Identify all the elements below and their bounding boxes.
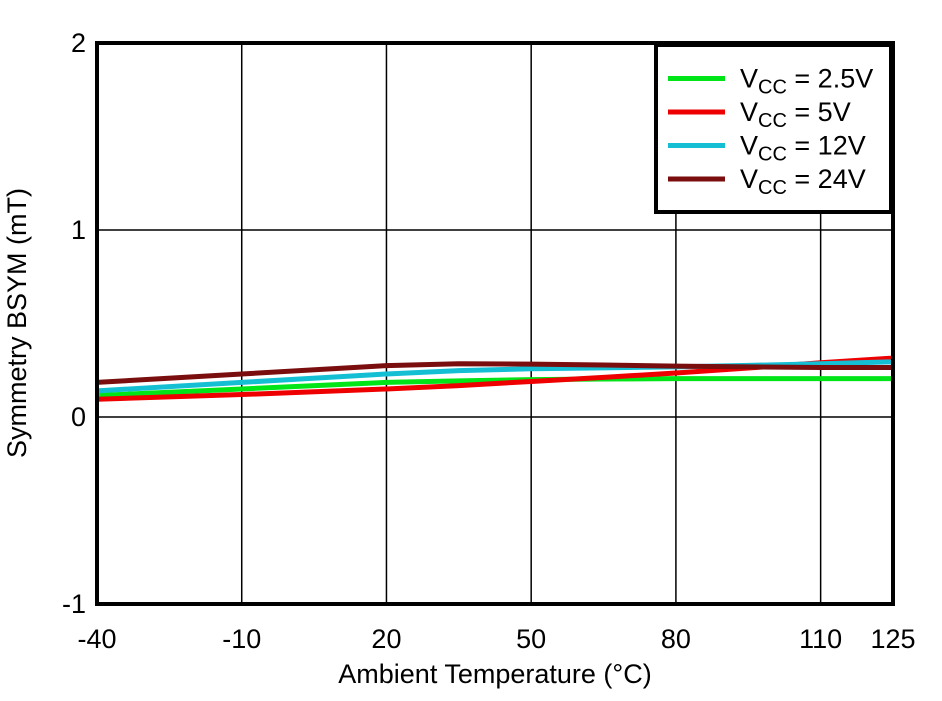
legend-box xyxy=(654,43,893,214)
y-tick-labels: -1 0 1 2 xyxy=(62,28,86,619)
x-tick-label: 50 xyxy=(516,624,546,654)
legend-label: VCC = 12V xyxy=(740,131,866,166)
series-lines xyxy=(96,355,894,402)
y-tick-label: 1 xyxy=(71,215,86,245)
x-tick-label: 20 xyxy=(371,624,401,654)
legend-label: VCC = 2.5V xyxy=(740,64,873,99)
series-line-12 xyxy=(96,359,894,394)
series-line-24 xyxy=(96,361,893,385)
y-tick-label: 0 xyxy=(71,402,86,432)
x-tick-label: 125 xyxy=(870,624,915,654)
x-tick-label: -10 xyxy=(222,624,261,654)
x-tick-label: 80 xyxy=(661,624,691,654)
x-tick-label: 110 xyxy=(799,624,842,654)
y-axis-title: Symmetry BSYM (mT) xyxy=(2,188,32,458)
legend-label: VCC = 5V xyxy=(740,97,851,132)
y-tick-label: 2 xyxy=(71,28,86,58)
plot-border xyxy=(95,41,895,606)
x-tick-label: -40 xyxy=(77,624,116,654)
y-tick-label: -1 xyxy=(62,589,86,619)
x-tick-labels: -40 -10 20 50 80 110 125 xyxy=(77,624,915,654)
legend-label: VCC = 24V xyxy=(740,164,866,199)
x-axis-title: Ambient Temperature (°C) xyxy=(338,659,651,689)
